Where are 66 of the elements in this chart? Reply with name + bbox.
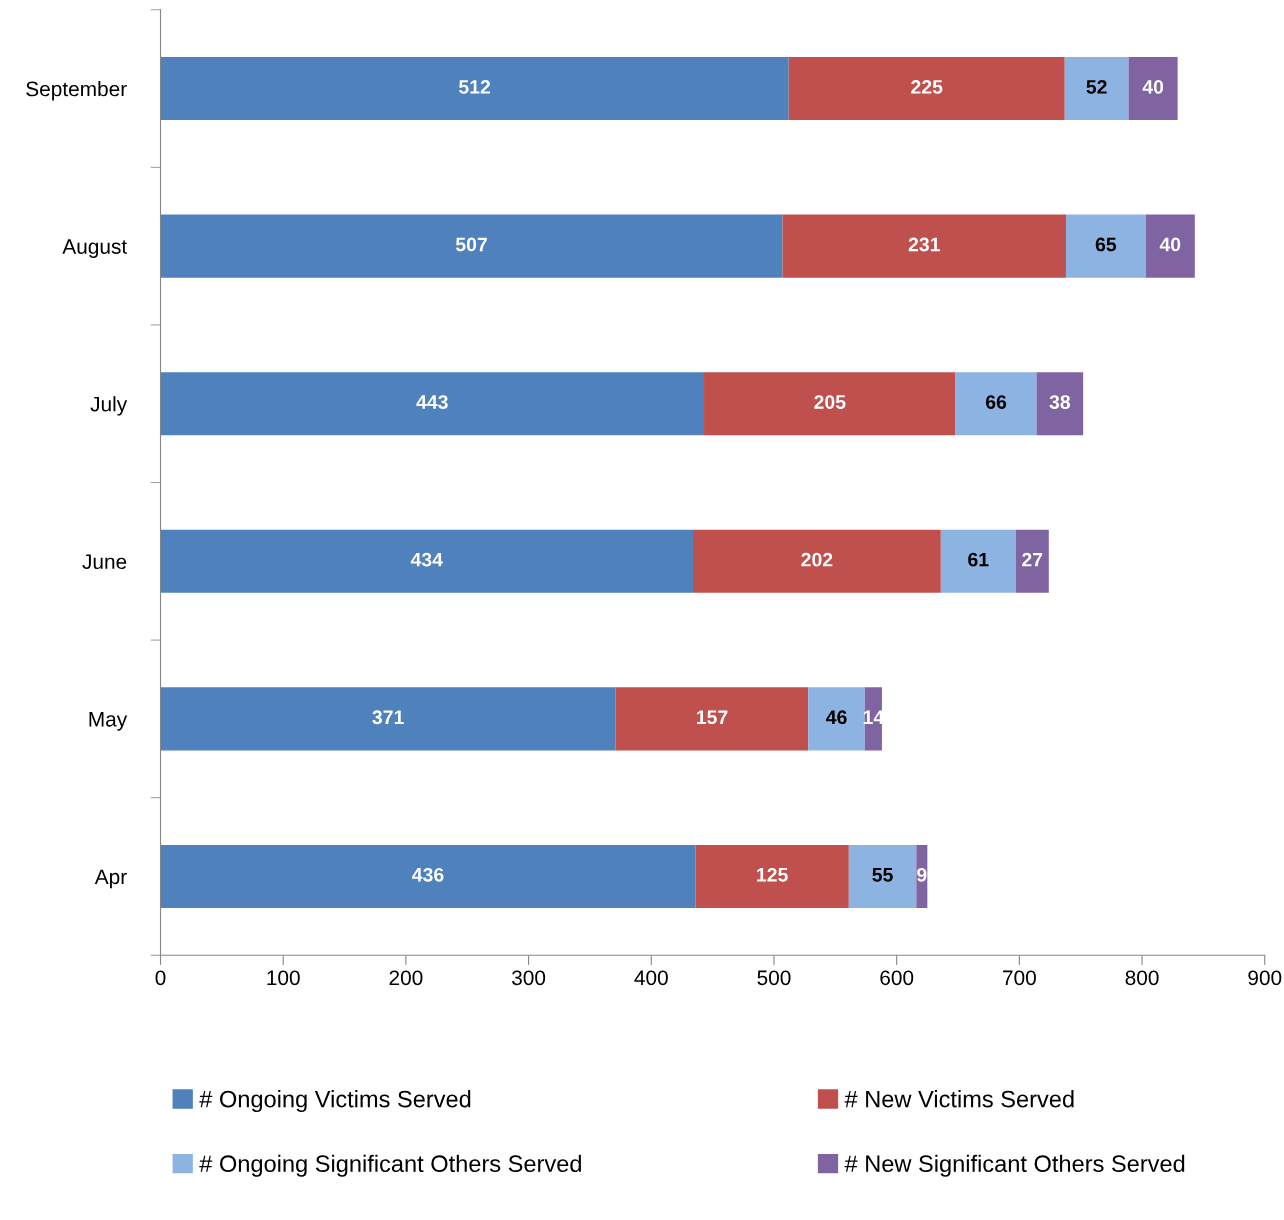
- bar: [940, 529, 1016, 593]
- bar: [704, 372, 956, 436]
- data-label: 202: [801, 552, 833, 567]
- data-label: 512: [458, 80, 491, 94]
- bar: [160, 214, 783, 278]
- data-label: 55: [872, 868, 893, 882]
- bar: [160, 372, 705, 436]
- bar: [848, 844, 917, 908]
- x-tick-label: 500: [757, 970, 791, 986]
- y-tick-label: August: [62, 239, 128, 259]
- x-tick-label: 700: [1003, 970, 1036, 986]
- data-label: 66: [985, 395, 1007, 409]
- y-tick-label: June: [82, 554, 127, 570]
- data-label: 157: [697, 710, 728, 725]
- data-label: 125: [757, 867, 788, 882]
- bar: [692, 529, 941, 593]
- x-tick-label: 900: [1248, 970, 1282, 986]
- bar: [160, 687, 616, 751]
- bar: [808, 687, 865, 751]
- y-tick-label: Apr: [94, 869, 127, 889]
- bar: [1065, 214, 1146, 278]
- data-label: 40: [1142, 80, 1164, 94]
- data-label: 9: [917, 867, 927, 882]
- x-tick-label: 800: [1125, 970, 1159, 986]
- bar: [782, 214, 1066, 278]
- data-label: 436: [412, 867, 444, 882]
- x-tick-label: 0: [155, 970, 166, 986]
- y-tick-label: September: [26, 81, 127, 101]
- data-label: 61: [968, 552, 989, 567]
- bar: [1036, 372, 1084, 436]
- legend-label: # New Significant Others Served: [844, 1154, 1185, 1177]
- x-tick-label: 300: [512, 970, 546, 986]
- data-label: 507: [455, 237, 487, 252]
- legend-label: # Ongoing Victims Served: [199, 1090, 471, 1113]
- x-tick-label: 400: [634, 970, 668, 986]
- bar: [615, 687, 809, 751]
- data-label: 38: [1049, 395, 1071, 409]
- bar: [788, 57, 1065, 121]
- legend-label: # New Victims Served: [844, 1090, 1074, 1108]
- data-label: 46: [826, 710, 847, 725]
- data-label: 27: [1022, 552, 1043, 567]
- data-label: 40: [1159, 237, 1181, 252]
- data-label: 65: [1095, 237, 1117, 252]
- data-label: 225: [911, 80, 943, 94]
- bar: [160, 529, 693, 593]
- data-label: 371: [372, 710, 404, 725]
- bar: [160, 57, 789, 121]
- bar: [1064, 57, 1129, 121]
- x-tick-label: 600: [880, 970, 914, 986]
- data-label: 14: [863, 710, 885, 724]
- data-label: 231: [908, 237, 940, 252]
- bar: [955, 372, 1037, 436]
- bar: [1128, 57, 1178, 121]
- legend-label: # Ongoing Significant Others Served: [199, 1154, 581, 1177]
- data-label: 443: [416, 395, 448, 409]
- x-tick-label: 100: [267, 970, 300, 986]
- data-label: 52: [1086, 80, 1107, 94]
- bar: [160, 844, 696, 908]
- y-tick-label: July: [90, 396, 128, 416]
- bar: [1145, 214, 1195, 278]
- x-tick-label: 200: [389, 970, 423, 986]
- data-label: 434: [410, 552, 443, 567]
- data-label: 205: [814, 395, 846, 409]
- bar: [1015, 529, 1049, 593]
- y-tick-label: May: [89, 712, 128, 731]
- bar: [695, 844, 849, 908]
